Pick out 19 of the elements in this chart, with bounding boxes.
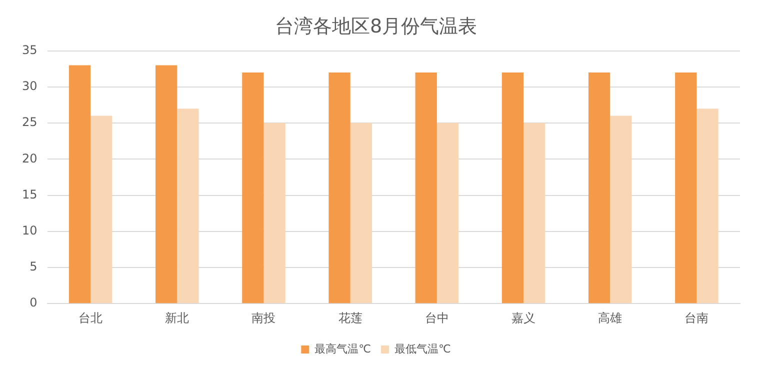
y-tick-label: 0 — [30, 296, 38, 310]
y-tick-label: 5 — [30, 260, 38, 274]
x-tick-label: 嘉义 — [512, 310, 536, 325]
x-tick-label: 高雄 — [598, 310, 622, 325]
y-tick-label: 15 — [22, 187, 38, 202]
chart-title: 台湾各地区8月份气温表 — [274, 15, 478, 38]
x-tick-label: 台中 — [424, 310, 449, 325]
y-tick-label: 20 — [22, 151, 38, 166]
y-tick-label: 10 — [22, 223, 38, 238]
x-tick-label: 台南 — [684, 310, 709, 325]
x-tick-label: 花莲 — [338, 310, 362, 325]
legend-label: 最高气温℃ — [314, 342, 372, 356]
x-tick-label: 新北 — [165, 310, 190, 325]
x-tick-label: 南投 — [252, 310, 276, 325]
x-tick-label: 台北 — [78, 310, 103, 325]
legend-label: 最低气温℃ — [394, 342, 451, 356]
y-tick-label: 35 — [22, 42, 38, 57]
y-tick-label: 30 — [22, 79, 38, 94]
y-tick-label: 25 — [22, 115, 38, 130]
